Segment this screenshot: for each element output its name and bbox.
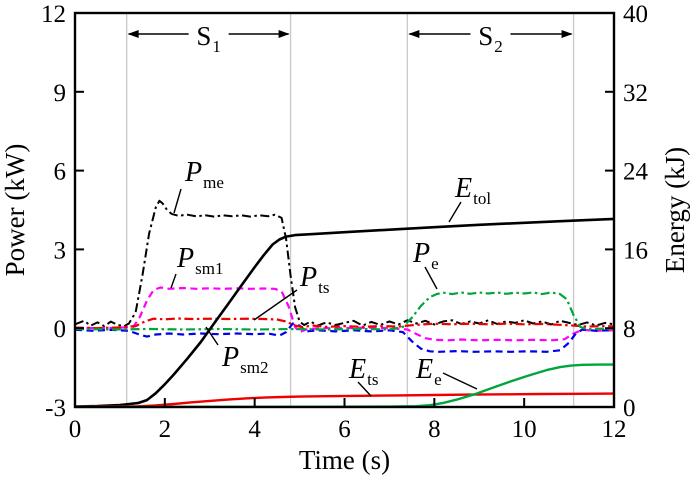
y-axis-title-left: Power (kW) bbox=[0, 144, 30, 277]
series-E_tol bbox=[74, 217, 615, 408]
series-E_ts bbox=[74, 392, 615, 408]
arrowhead-right-icon bbox=[278, 30, 290, 38]
x-tick-label: 12 bbox=[602, 416, 627, 443]
left-tick-label: 0 bbox=[54, 316, 67, 343]
arrowhead-right-icon bbox=[561, 30, 573, 38]
leader-line bbox=[424, 266, 438, 290]
series-P_sm1 bbox=[74, 286, 615, 342]
curve-label-P_e: Pe bbox=[412, 238, 439, 273]
left-tick-label: 9 bbox=[54, 80, 67, 107]
left-tick-label: 12 bbox=[41, 1, 66, 28]
leader-line bbox=[448, 201, 462, 223]
x-tick-label: 10 bbox=[512, 416, 537, 443]
leader-line bbox=[442, 372, 478, 390]
arrowhead-left-icon bbox=[127, 30, 139, 38]
right-tick-label: 16 bbox=[623, 237, 648, 264]
curve-label-P_me: Pme bbox=[184, 157, 224, 192]
right-tick-label: 24 bbox=[623, 159, 649, 186]
plot-border bbox=[73, 11, 616, 409]
leader-line bbox=[357, 381, 372, 397]
right-tick-label: 8 bbox=[623, 316, 636, 343]
x-tick-label: 8 bbox=[428, 416, 441, 443]
series-P_sm2 bbox=[74, 322, 615, 353]
right-tick-label: 32 bbox=[623, 80, 648, 107]
curve-label-P_ts: Pts bbox=[299, 262, 329, 297]
x-tick-label: 0 bbox=[69, 416, 82, 443]
leader-line bbox=[170, 273, 177, 289]
curve-label-E_e: Ee bbox=[415, 354, 442, 389]
series-P_ts bbox=[74, 317, 615, 330]
y-axis-title-right: Energy (kJ) bbox=[660, 147, 690, 273]
curve-label-E_ts: Ets bbox=[348, 354, 378, 389]
left-tick-label: -3 bbox=[45, 395, 66, 422]
curve-label-E_tol: Etol bbox=[454, 173, 491, 208]
x-tick-label: 4 bbox=[248, 416, 261, 443]
series-P_me bbox=[74, 199, 615, 328]
x-tick-label: 2 bbox=[159, 416, 172, 443]
region-label: S1 bbox=[196, 21, 221, 56]
left-tick-label: 3 bbox=[54, 237, 67, 264]
leader-line bbox=[205, 326, 219, 346]
right-tick-label: 0 bbox=[623, 395, 636, 422]
curve-label-P_sm2: Psm2 bbox=[221, 342, 268, 377]
x-axis-title: Time (s) bbox=[299, 445, 390, 475]
series-P_e bbox=[74, 291, 615, 331]
leader-line bbox=[173, 188, 182, 214]
leader-line bbox=[253, 289, 298, 321]
arrowhead-left-icon bbox=[408, 30, 420, 38]
curve-label-P_sm1: Psm1 bbox=[176, 243, 223, 278]
left-tick-label: 6 bbox=[54, 159, 67, 186]
x-tick-label: 6 bbox=[338, 416, 351, 443]
region-label: S2 bbox=[478, 21, 503, 56]
right-tick-label: 40 bbox=[623, 1, 648, 28]
